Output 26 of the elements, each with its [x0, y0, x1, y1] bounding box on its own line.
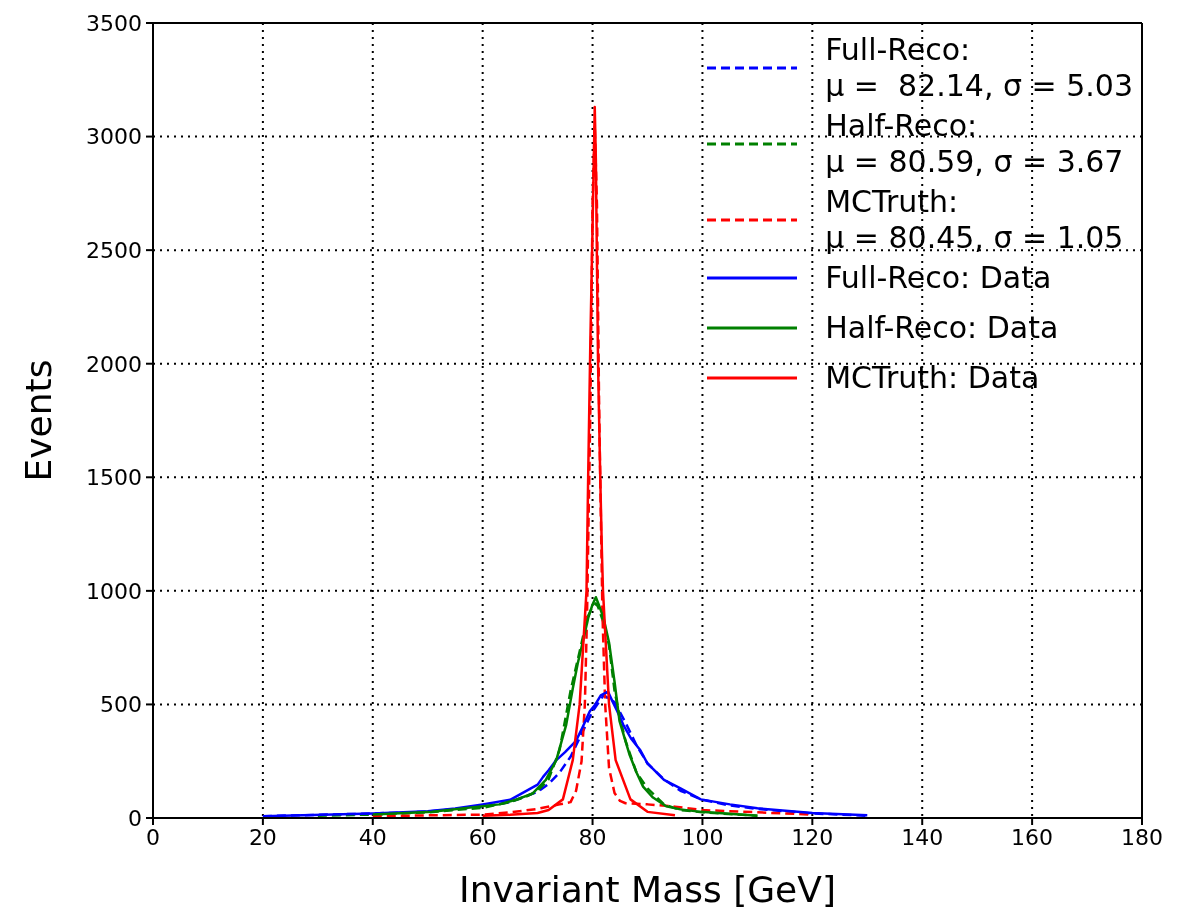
y-tick-label: 3500: [86, 10, 142, 36]
legend-label: Half-Reco: μ = 80.59, σ = 3.67: [825, 108, 1124, 180]
x-tick-label: 40: [358, 824, 387, 850]
legend-label: Full-Reco: μ = 82.14, σ = 5.03: [825, 32, 1133, 104]
y-tick-label: 3000: [86, 124, 142, 150]
y-axis-title: Events: [17, 359, 59, 482]
x-tick-label: 180: [1121, 824, 1163, 850]
x-tick-label: 140: [901, 824, 944, 850]
y-tick-label: 1500: [86, 465, 142, 491]
legend-label: Full-Reco: Data: [825, 260, 1052, 296]
y-tick-label: 2500: [86, 237, 142, 263]
legend-label: MCTruth: Data: [825, 360, 1040, 396]
x-tick-label: 120: [791, 824, 834, 850]
legend-label: MCTruth: μ = 80.45, σ = 1.05: [825, 184, 1124, 256]
x-tick-label: 20: [248, 824, 277, 850]
x-tick-label: 80: [578, 824, 607, 850]
x-axis-title: Invariant Mass [GeV]: [459, 869, 836, 910]
x-tick-label: 60: [468, 824, 497, 850]
x-tick-label: 100: [681, 824, 724, 850]
x-tick-label: 0: [146, 824, 160, 850]
y-tick-label: 500: [100, 692, 142, 718]
legend-label: Half-Reco: Data: [825, 310, 1059, 346]
y-tick-label: 0: [128, 805, 142, 831]
x-tick-label: 160: [1011, 824, 1054, 850]
y-tick-label: 1000: [86, 578, 142, 604]
y-tick-label: 2000: [86, 351, 142, 377]
